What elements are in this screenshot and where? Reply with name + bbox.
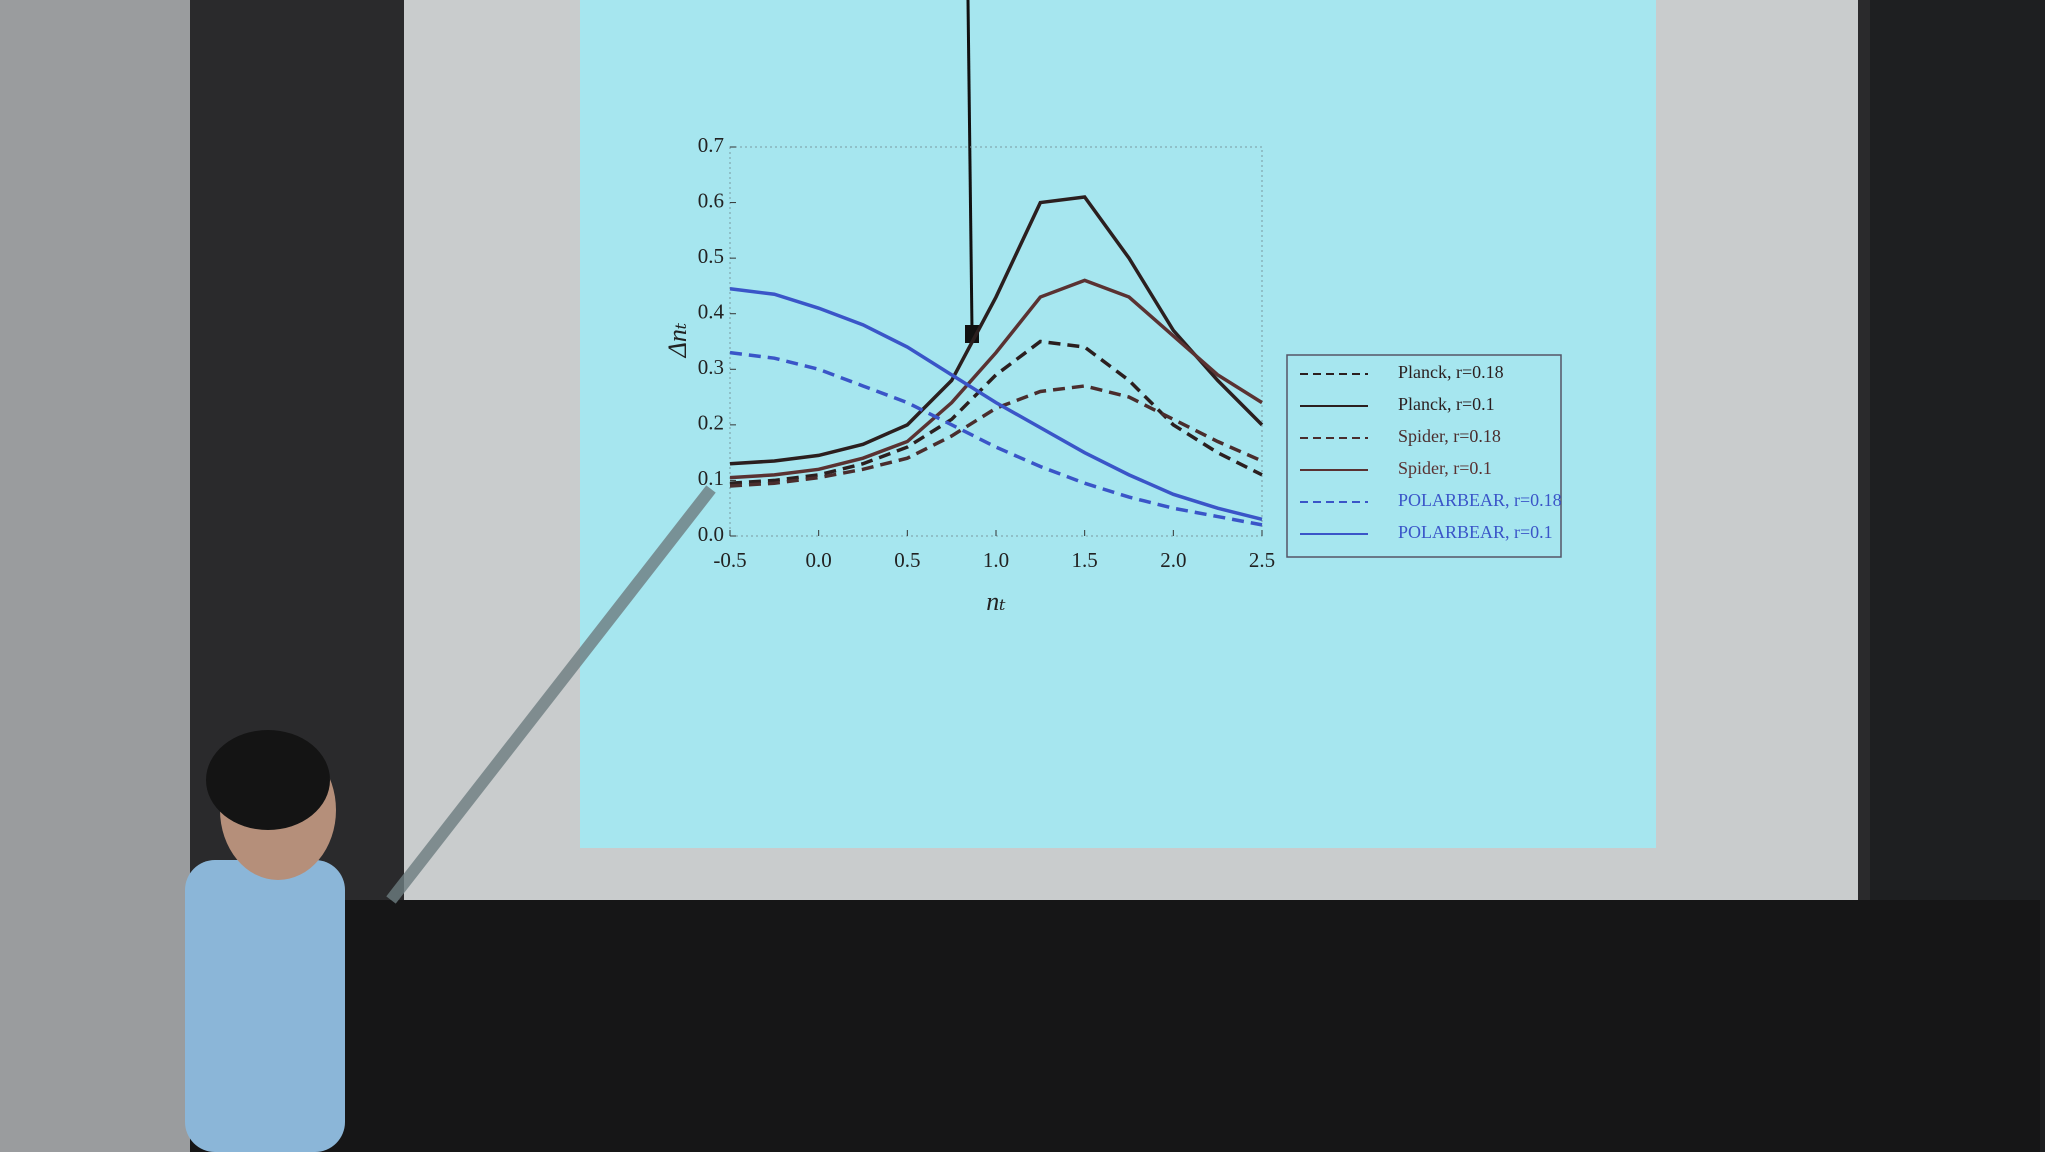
left-board	[0, 0, 190, 1152]
legend-label: Spider, r=0.1	[1398, 458, 1492, 478]
x-tick-label: 2.5	[1249, 548, 1275, 572]
cabinet	[190, 900, 2040, 1152]
x-tick-label: -0.5	[713, 548, 746, 572]
y-tick-label: 0.7	[698, 133, 724, 157]
scene: 0.00.10.20.30.40.50.60.7-0.50.00.51.01.5…	[0, 0, 2045, 1152]
x-tick-label: 2.0	[1160, 548, 1186, 572]
x-tick-label: 1.0	[983, 548, 1009, 572]
legend-label: Planck, r=0.18	[1398, 362, 1504, 382]
legend-label: POLARBEAR, r=0.1	[1398, 522, 1553, 542]
legend-label: POLARBEAR, r=0.18	[1398, 490, 1562, 510]
y-axis-label: Δnₜ	[663, 322, 692, 358]
y-tick-label: 0.3	[698, 355, 724, 379]
x-tick-label: 0.5	[894, 548, 920, 572]
legend-label: Spider, r=0.18	[1398, 426, 1501, 446]
y-tick-label: 0.6	[698, 188, 724, 212]
x-axis-label: nₜ	[986, 587, 1006, 616]
x-tick-label: 1.5	[1072, 548, 1098, 572]
presenter-hair	[206, 730, 330, 830]
y-tick-label: 0.2	[698, 411, 724, 435]
y-tick-label: 0.1	[698, 466, 724, 490]
presenter-shirt	[185, 860, 345, 1152]
x-tick-label: 0.0	[806, 548, 832, 572]
y-tick-label: 0.0	[698, 522, 724, 546]
page: {"chart_data": {"type": "line", "x_label…	[0, 0, 2045, 1152]
y-tick-label: 0.4	[698, 300, 725, 324]
legend-label: Planck, r=0.1	[1398, 394, 1495, 414]
y-tick-label: 0.5	[698, 244, 724, 268]
